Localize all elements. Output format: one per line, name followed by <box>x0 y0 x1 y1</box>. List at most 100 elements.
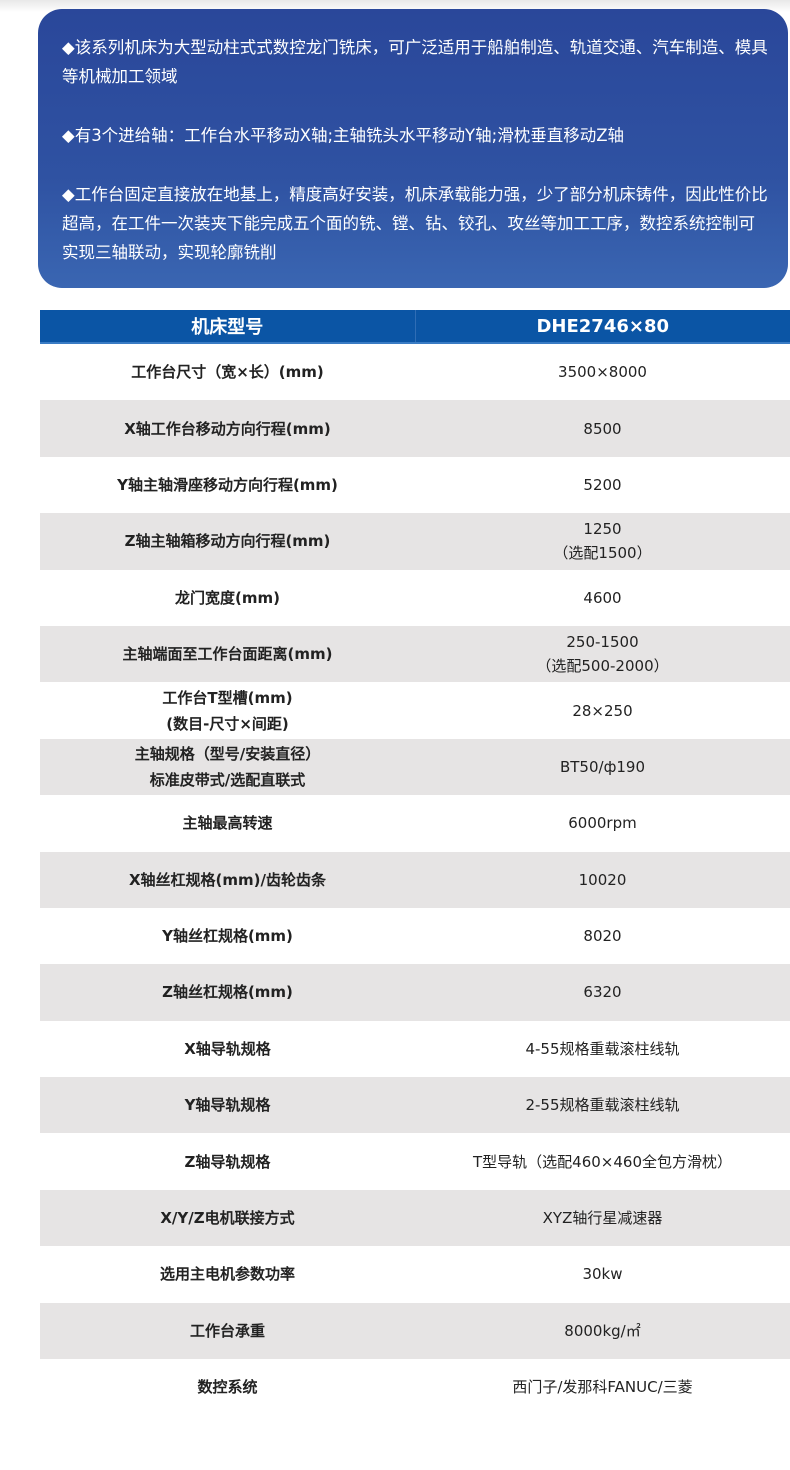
spec-value: 8020 <box>415 924 790 948</box>
spec-name-line: X/Y/Z电机联接方式 <box>160 1209 295 1228</box>
spec-value: BT50/ф190 <box>415 755 790 779</box>
spec-value: 30kw <box>415 1262 790 1286</box>
spec-name: Z轴主轴箱移动方向行程(mm) <box>40 528 415 554</box>
spec-value-line: 8000kg/㎡ <box>564 1321 641 1340</box>
spec-value: 8000kg/㎡ <box>415 1319 790 1343</box>
spec-name: 龙门宽度(mm) <box>40 585 415 611</box>
table-row: Z轴主轴箱移动方向行程(mm) 1250 （选配1500） <box>40 513 790 570</box>
spec-value-line: 8020 <box>583 927 622 946</box>
spec-name: X轴工作台移动方向行程(mm) <box>40 416 415 442</box>
spec-value: 8500 <box>415 417 790 441</box>
spec-value-line: 10020 <box>578 870 627 889</box>
spec-name-line: 选用主电机参数功率 <box>159 1265 295 1284</box>
spec-name-line: Y轴丝杠规格(mm) <box>162 927 293 946</box>
spec-name-line: Z轴丝杠规格(mm) <box>162 983 293 1002</box>
table-row: X轴导轨规格 4-55规格重载滚柱线轨 <box>40 1021 790 1077</box>
spec-value-line: 5200 <box>583 475 622 494</box>
spec-name-line: Z轴导轨规格 <box>184 1152 271 1171</box>
spec-value-line: 250-1500 <box>566 633 639 652</box>
spec-name: Z轴丝杠规格(mm) <box>40 979 415 1005</box>
table-row: Z轴导轨规格 T型导轨（选配460×460全包方滑枕） <box>40 1133 790 1189</box>
table-row: Y轴丝杠规格(mm) 8020 <box>40 908 790 964</box>
spec-name: 工作台承重 <box>40 1318 415 1344</box>
spec-name-line: X轴丝杠规格(mm)/齿轮齿条 <box>128 870 326 889</box>
table-row: 工作台承重 8000kg/㎡ <box>40 1302 790 1360</box>
spec-value-line: BT50/ф190 <box>559 757 646 776</box>
spec-value: 4-55规格重载滚柱线轨 <box>415 1037 790 1061</box>
spec-value: T型导轨（选配460×460全包方滑枕） <box>415 1150 790 1174</box>
table-row: Z轴丝杠规格(mm) 6320 <box>40 964 790 1021</box>
spec-value-line: 6000rpm <box>568 814 637 833</box>
spec-name-line: 龙门宽度(mm) <box>175 588 280 607</box>
spec-value: 5200 <box>415 473 790 497</box>
table-row: Y轴导轨规格 2-55规格重载滚柱线轨 <box>40 1077 790 1134</box>
spec-name-line: 主轴最高转速 <box>182 814 273 833</box>
table-row: X轴工作台移动方向行程(mm) 8500 <box>40 400 790 457</box>
table-row: 选用主电机参数功率 30kw <box>40 1246 790 1302</box>
spec-value-line: 2-55规格重载滚柱线轨 <box>525 1096 680 1115</box>
table-row: 主轴最高转速 6000rpm <box>40 795 790 851</box>
spec-value-line: 西门子/发那科FANUC/三菱 <box>512 1378 693 1397</box>
spec-value-line: 4600 <box>583 588 622 607</box>
spec-name: 工作台T型槽(mm) (数目-尺寸×间距) <box>40 685 415 737</box>
spec-name: 数控系统 <box>40 1374 415 1400</box>
table-row: 龙门宽度(mm) 4600 <box>40 570 790 626</box>
spec-value: 6320 <box>415 980 790 1004</box>
spec-name: Y轴丝杠规格(mm) <box>40 923 415 949</box>
table-row: X/Y/Z电机联接方式 XYZ轴行星减速器 <box>40 1189 790 1247</box>
spec-value: XYZ轴行星减速器 <box>415 1206 790 1230</box>
table-row: X轴丝杠规格(mm)/齿轮齿条 10020 <box>40 851 790 908</box>
spec-name-line: Z轴主轴箱移动方向行程(mm) <box>124 532 331 551</box>
spec-name-line: 标准皮带式/选配直联式 <box>149 770 306 789</box>
spec-value-line: 30kw <box>582 1265 623 1284</box>
spec-value-line: 4-55规格重载滚柱线轨 <box>525 1039 680 1058</box>
spec-name-line: 数控系统 <box>197 1378 258 1397</box>
spec-value: 西门子/发那科FANUC/三菱 <box>415 1375 790 1399</box>
spec-name: 主轴规格（型号/安装直径） 标准皮带式/选配直联式 <box>40 741 415 793</box>
spec-name: 选用主电机参数功率 <box>40 1261 415 1287</box>
spec-value-line: XYZ轴行星减速器 <box>542 1209 663 1228</box>
spec-value: 10020 <box>415 868 790 892</box>
header-label: 机床型号 <box>40 310 416 342</box>
spec-name-line: X轴工作台移动方向行程(mm) <box>124 419 331 438</box>
spec-name-line: 工作台T型槽(mm) <box>162 688 293 707</box>
spec-name: X/Y/Z电机联接方式 <box>40 1205 415 1231</box>
table-row: 数控系统 西门子/发那科FANUC/三菱 <box>40 1359 790 1415</box>
header-model: DHE2746×80 <box>536 315 670 337</box>
spec-table: 机床型号 DHE2746×80 工作台尺寸（宽×长）(mm) 3500×8000 X… <box>40 310 790 1415</box>
table-header: 机床型号 DHE2746×80 <box>40 310 790 344</box>
spec-value-line: 6320 <box>583 983 622 1002</box>
spec-value: 4600 <box>415 586 790 610</box>
spec-name-line: 工作台尺寸（宽×长）(mm) <box>131 363 324 382</box>
intro-paragraph: ◆工作台固定直接放在地基上，精度高好安装，机床承载能力强，少了部分机床铸件，因此… <box>62 185 768 262</box>
spec-name-line: Y轴主轴滑座移动方向行程(mm) <box>117 475 338 494</box>
spec-value: 3500×8000 <box>415 360 790 384</box>
spec-name: Z轴导轨规格 <box>40 1149 415 1175</box>
spec-value-line: T型导轨（选配460×460全包方滑枕） <box>473 1152 732 1171</box>
spec-name-line: (数目-尺寸×间距) <box>166 714 289 733</box>
table-row: 工作台T型槽(mm) (数目-尺寸×间距) 28×250 <box>40 682 790 738</box>
spec-value: 2-55规格重载滚柱线轨 <box>415 1093 790 1117</box>
spec-value: 6000rpm <box>415 811 790 835</box>
spec-value-line: 3500×8000 <box>558 363 647 382</box>
spec-value-line: （选配1500） <box>553 544 652 563</box>
spec-value: 1250 （选配1500） <box>415 517 790 565</box>
spec-name: 主轴最高转速 <box>40 810 415 836</box>
spec-name-line: 工作台承重 <box>189 1321 265 1340</box>
intro-paragraph: ◆有3个进给轴：工作台水平移动X轴;主轴铣头水平移动Y轴;滑枕垂直移动Z轴 <box>62 126 624 145</box>
spec-value-line: 28×250 <box>572 701 633 720</box>
spec-name-line: X轴导轨规格 <box>184 1039 271 1058</box>
spec-value-line: 8500 <box>583 419 622 438</box>
spec-name-line: 主轴端面至工作台面距离(mm) <box>122 645 333 664</box>
spec-name: Y轴导轨规格 <box>40 1092 415 1118</box>
spec-name: X轴丝杠规格(mm)/齿轮齿条 <box>40 867 415 893</box>
intro-panel: ◆该系列机床为大型动柱式式数控龙门铣床，可广泛适用于船舶制造、轨道交通、汽车制造… <box>38 9 788 288</box>
table-row: 工作台尺寸（宽×长）(mm) 3500×8000 <box>40 344 790 400</box>
spec-value-line: （选配500-2000） <box>536 657 669 676</box>
spec-value: 250-1500 （选配500-2000） <box>415 630 790 678</box>
spec-name: Y轴主轴滑座移动方向行程(mm) <box>40 472 415 498</box>
spec-name: 主轴端面至工作台面距离(mm) <box>40 641 415 667</box>
spec-name: 工作台尺寸（宽×长）(mm) <box>40 359 415 385</box>
spec-name: X轴导轨规格 <box>40 1036 415 1062</box>
spec-name-line: 主轴规格（型号/安装直径） <box>134 744 321 763</box>
